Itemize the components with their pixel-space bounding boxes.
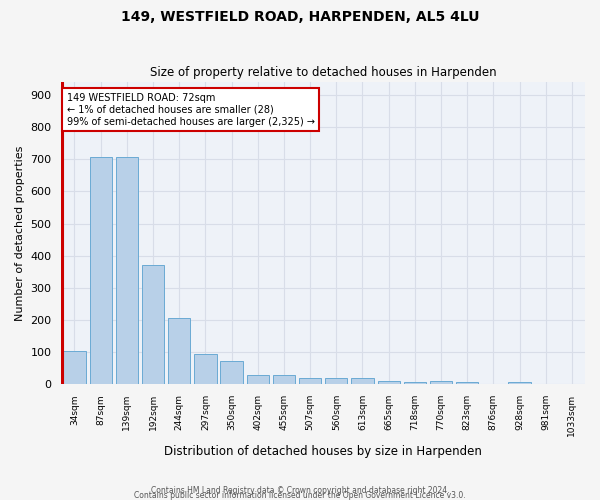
Bar <box>220 361 242 384</box>
Bar <box>273 374 295 384</box>
Title: Size of property relative to detached houses in Harpenden: Size of property relative to detached ho… <box>150 66 497 80</box>
Text: Contains public sector information licensed under the Open Government Licence v3: Contains public sector information licen… <box>134 490 466 500</box>
Bar <box>89 157 112 384</box>
Bar <box>64 351 86 384</box>
Y-axis label: Number of detached properties: Number of detached properties <box>15 146 25 321</box>
Bar <box>352 378 374 384</box>
Bar <box>404 382 426 384</box>
Text: 149, WESTFIELD ROAD, HARPENDEN, AL5 4LU: 149, WESTFIELD ROAD, HARPENDEN, AL5 4LU <box>121 10 479 24</box>
Bar <box>299 378 321 384</box>
Bar <box>168 318 190 384</box>
Bar <box>325 378 347 384</box>
Bar <box>194 354 217 384</box>
X-axis label: Distribution of detached houses by size in Harpenden: Distribution of detached houses by size … <box>164 444 482 458</box>
Bar <box>377 381 400 384</box>
Bar <box>456 382 478 384</box>
Bar <box>247 374 269 384</box>
Text: 149 WESTFIELD ROAD: 72sqm
← 1% of detached houses are smaller (28)
99% of semi-d: 149 WESTFIELD ROAD: 72sqm ← 1% of detach… <box>67 94 314 126</box>
Bar <box>508 382 530 384</box>
Bar <box>142 264 164 384</box>
Text: Contains HM Land Registry data © Crown copyright and database right 2024.: Contains HM Land Registry data © Crown c… <box>151 486 449 495</box>
Bar <box>430 381 452 384</box>
Bar <box>116 157 138 384</box>
